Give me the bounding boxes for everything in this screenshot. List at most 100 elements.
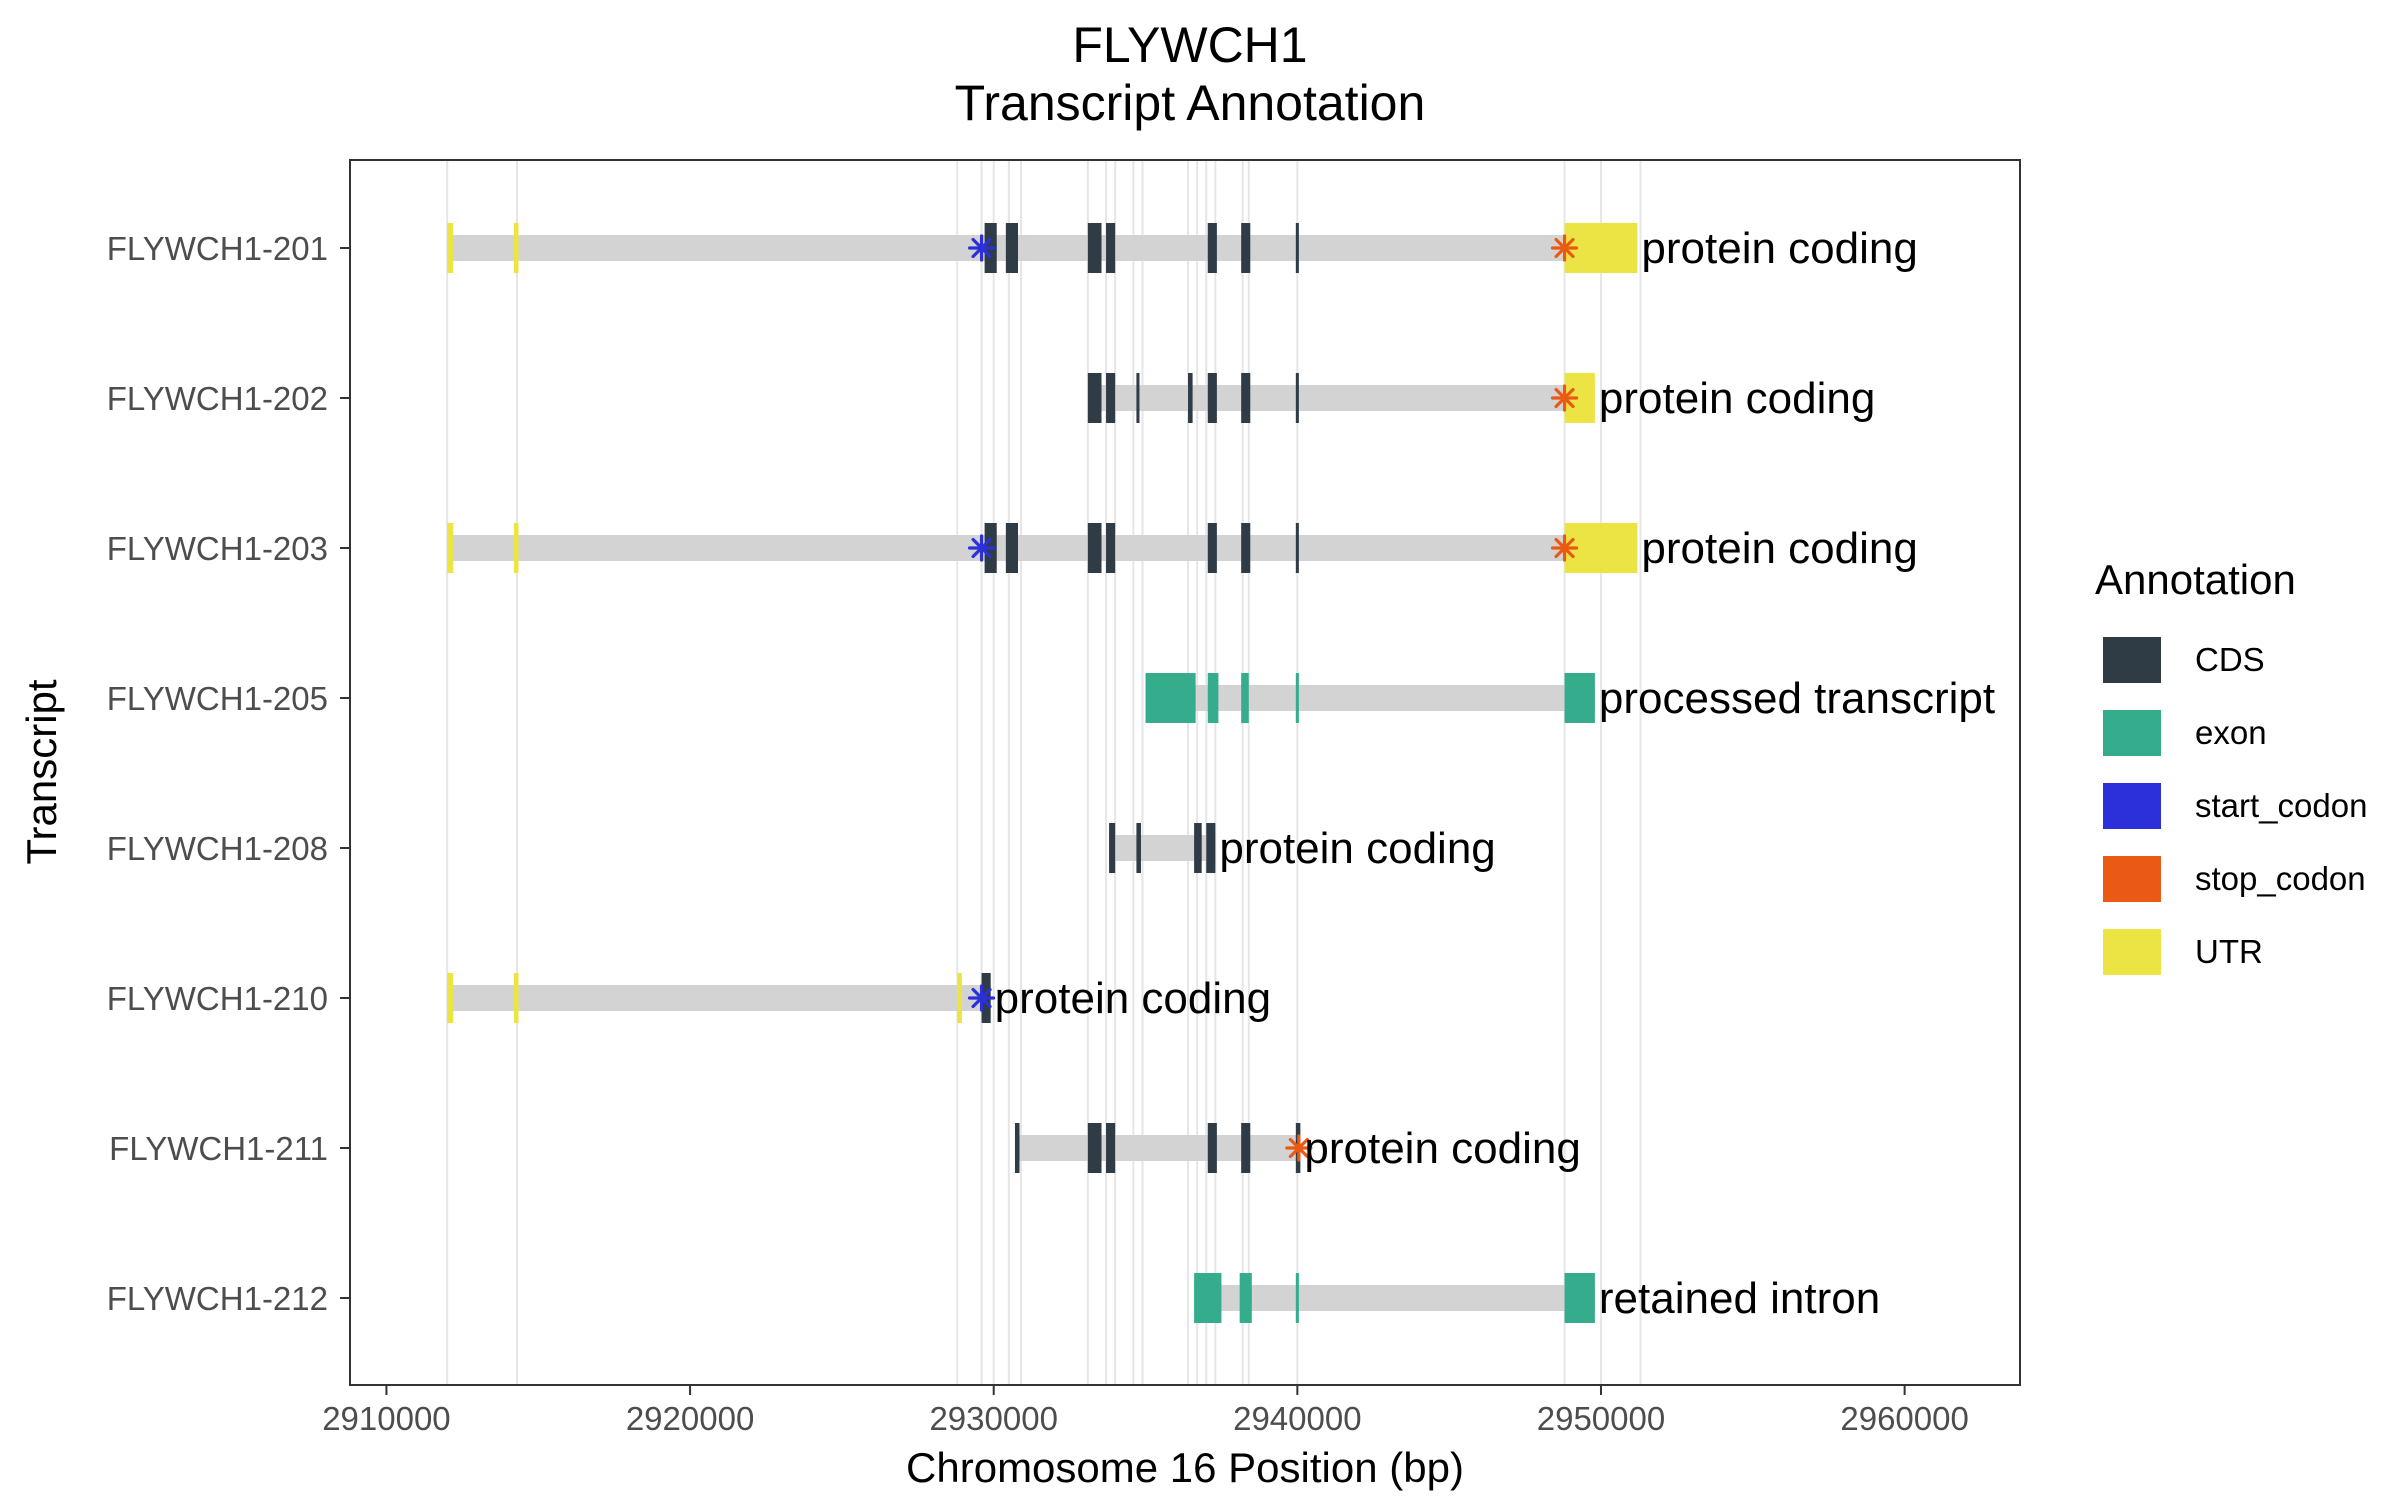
- biotype-label: protein coding: [1641, 224, 1917, 273]
- feature-cds: [1188, 373, 1193, 423]
- y-tick-label: FLYWCH1-202: [107, 380, 328, 417]
- feature-cds: [1087, 223, 1102, 273]
- feature-blocks: [447, 223, 1638, 1323]
- feature-cds: [1005, 223, 1018, 273]
- feature-cds: [1106, 223, 1116, 273]
- y-tick-label: FLYWCH1-212: [107, 1280, 328, 1317]
- y-tick-label: FLYWCH1-205: [107, 680, 328, 717]
- feature-cds: [1295, 523, 1299, 573]
- feature-cds: [1207, 223, 1217, 273]
- x-tick-label: 2950000: [1537, 1400, 1665, 1437]
- x-tick-label: 2930000: [929, 1400, 1057, 1437]
- legend-title: Annotation: [2095, 556, 2296, 603]
- feature-utr: [513, 523, 519, 573]
- feature-cds: [1207, 523, 1217, 573]
- stop-codon-marker: [1285, 1134, 1313, 1162]
- legend-label: CDS: [2195, 641, 2265, 678]
- y-tick-label: FLYWCH1-203: [107, 530, 328, 567]
- marker-stroke: [971, 987, 992, 1009]
- y-tick-label: FLYWCH1-210: [107, 980, 328, 1017]
- legend-label: exon: [2195, 714, 2267, 751]
- x-tick-label: 2910000: [322, 1400, 450, 1437]
- feature-cds: [1005, 523, 1018, 573]
- start-codon-marker: [967, 984, 996, 1012]
- x-tick-label: 2920000: [626, 1400, 754, 1437]
- feature-cds: [1295, 223, 1299, 273]
- feature-exon: [1564, 1273, 1595, 1323]
- biotype-label: protein coding: [995, 974, 1271, 1023]
- legend-label: stop_codon: [2195, 860, 2366, 897]
- feature-utr: [447, 523, 454, 573]
- feature-cds: [1087, 1123, 1102, 1173]
- feature-cds: [1087, 373, 1102, 423]
- feature-cds: [1106, 523, 1116, 573]
- feature-exon: [1145, 673, 1196, 723]
- feature-cds: [1241, 1123, 1251, 1173]
- legend-label: UTR: [2195, 933, 2263, 970]
- marker-stroke: [971, 237, 992, 259]
- start-codon-marker: [967, 534, 996, 562]
- biotype-label: protein coding: [1219, 824, 1495, 873]
- feature-cds: [1106, 373, 1116, 423]
- x-axis: 2910000 2920000 2930000 2940000 2950000 29600…: [322, 1385, 1969, 1437]
- y-tick-label: FLYWCH1-211: [109, 1130, 328, 1167]
- feature-cds: [1207, 373, 1217, 423]
- legend-swatch-utr: [2103, 929, 2161, 975]
- biotype-label: retained intron: [1599, 1274, 1880, 1323]
- feature-cds: [1241, 223, 1251, 273]
- feature-exon: [1564, 673, 1595, 723]
- gridlines: [446, 160, 1642, 1385]
- y-tick-label: FLYWCH1-201: [107, 230, 328, 267]
- chart-subtitle: Transcript Annotation: [955, 75, 1426, 131]
- y-tick-label: FLYWCH1-208: [107, 830, 328, 867]
- stop-codon-marker: [1550, 534, 1579, 562]
- legend-label: start_codon: [2195, 787, 2367, 824]
- feature-exon: [1295, 1273, 1299, 1323]
- y-axis: FLYWCH1-212 FLYWCH1-211 FLYWCH1-210 FLYWCH1…: [107, 230, 350, 1317]
- marker-stroke: [1554, 387, 1575, 409]
- stop-codon-marker: [1550, 234, 1579, 262]
- biotype-label: processed transcript: [1599, 674, 1995, 723]
- feature-cds: [1207, 1123, 1217, 1173]
- biotype-labels: retained intron protein coding protein cod…: [995, 224, 1995, 1323]
- x-tick-label: 2940000: [1233, 1400, 1361, 1437]
- legend-swatch-exon: [2103, 710, 2161, 756]
- feature-cds: [1241, 523, 1251, 573]
- marker-stroke: [971, 537, 992, 559]
- biotype-label: protein coding: [1304, 1124, 1580, 1173]
- chart-title: FLYWCH1: [1072, 17, 1307, 73]
- feature-cds: [1194, 823, 1202, 873]
- feature-utr: [513, 223, 519, 273]
- feature-exon: [1295, 673, 1299, 723]
- y-axis-label: Transcript: [18, 679, 65, 864]
- feature-utr: [513, 973, 519, 1023]
- legend-swatch-stop-codon: [2103, 856, 2161, 902]
- feature-exon: [1207, 673, 1219, 723]
- feature-exon: [1241, 673, 1249, 723]
- feature-cds: [1087, 523, 1102, 573]
- feature-cds: [1109, 823, 1116, 873]
- feature-exon: [1194, 1273, 1222, 1323]
- x-axis-label: Chromosome 16 Position (bp): [906, 1444, 1464, 1491]
- legend-swatch-start-codon: [2103, 783, 2161, 829]
- plot-panel-border: [349, 159, 2021, 1386]
- x-tick-label: 2960000: [1840, 1400, 1968, 1437]
- marker-stroke: [1288, 1137, 1309, 1159]
- feature-cds: [1295, 373, 1299, 423]
- legend: Annotation CDS exon start_codon stop_codon U…: [2095, 556, 2367, 975]
- legend-swatch-cds: [2103, 637, 2161, 683]
- feature-utr: [447, 223, 454, 273]
- feature-cds: [1241, 373, 1251, 423]
- feature-cds: [1106, 1123, 1116, 1173]
- biotype-label: protein coding: [1599, 374, 1875, 423]
- feature-cds: [1136, 373, 1140, 423]
- feature-exon: [1239, 1273, 1252, 1323]
- start-codon-marker: [967, 234, 996, 262]
- feature-utr: [447, 973, 454, 1023]
- codon-markers: [967, 234, 1579, 1162]
- feature-cds: [1206, 823, 1216, 873]
- feature-cds: [1136, 823, 1141, 873]
- intron-lines: [447, 235, 1638, 1311]
- feature-utr: [957, 973, 962, 1023]
